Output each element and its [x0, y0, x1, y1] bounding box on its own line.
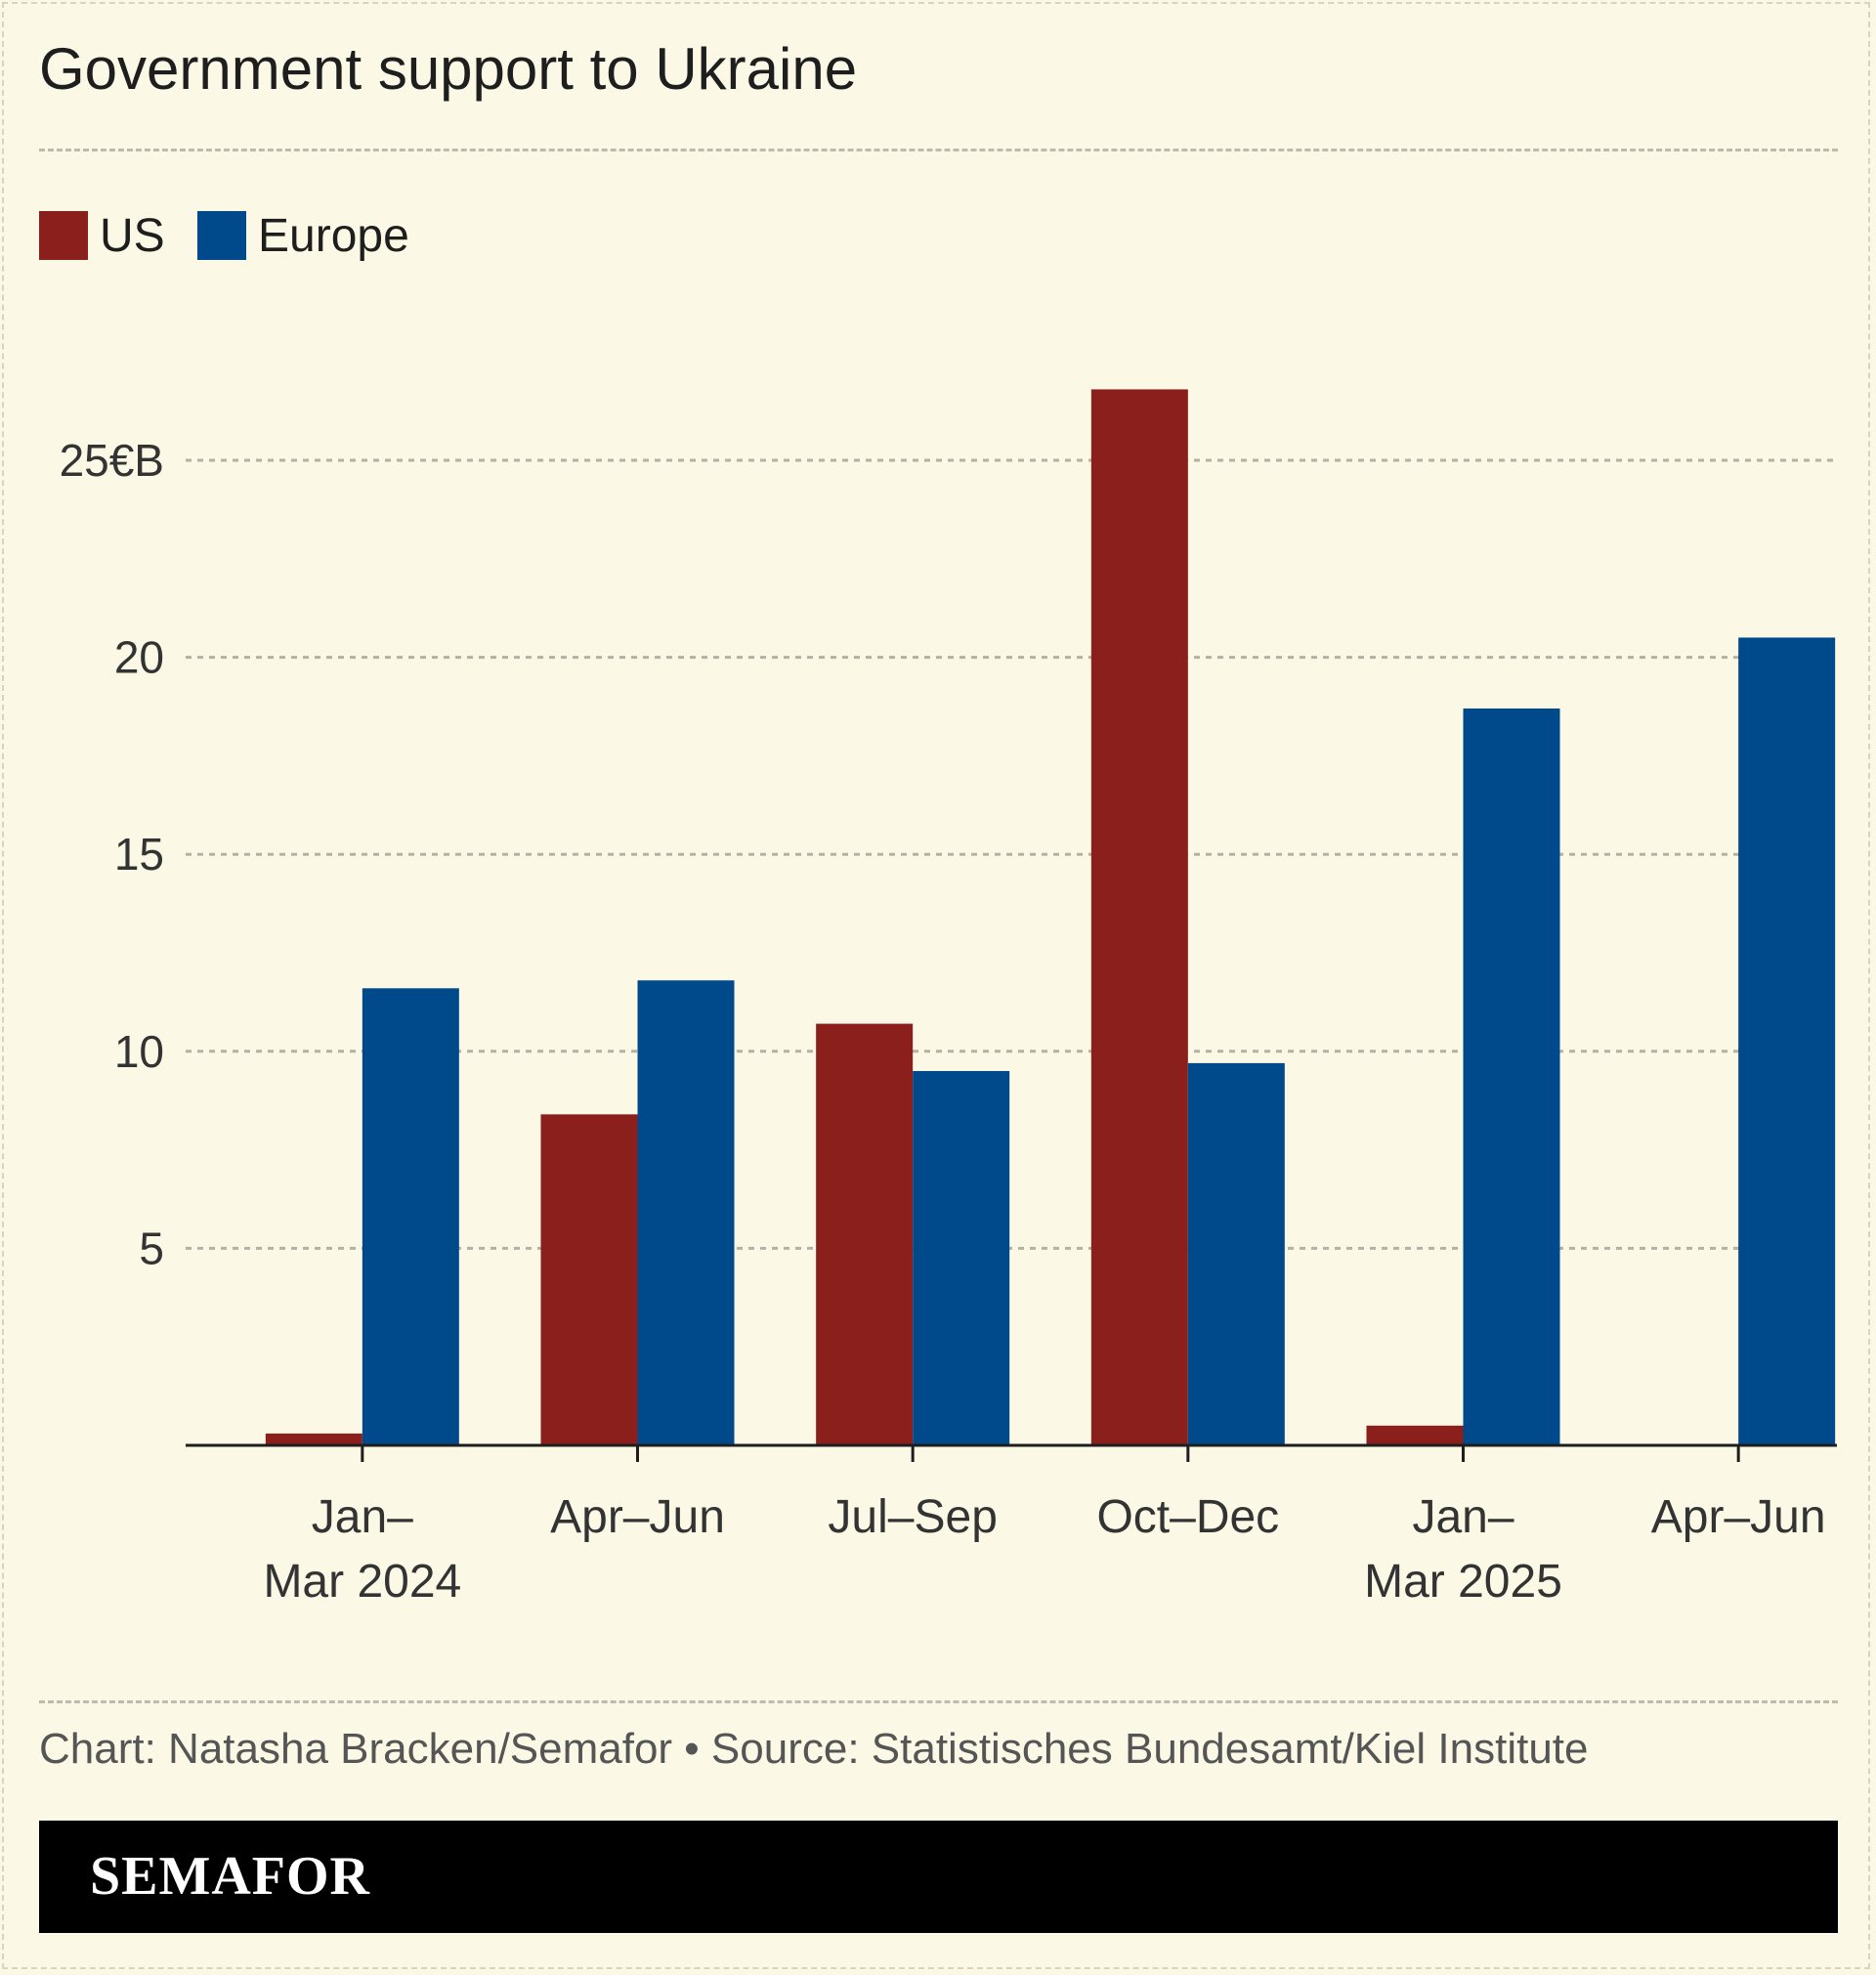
- bar-europe: [913, 1070, 1010, 1445]
- bar-us: [816, 1023, 914, 1445]
- legend-label-us: US: [100, 210, 165, 262]
- bar-us: [265, 1433, 362, 1445]
- x-tick-label-line: Oct–Dec: [1096, 1491, 1279, 1543]
- bar-us: [540, 1114, 638, 1445]
- x-tick-label: Apr–Jun: [550, 1491, 725, 1543]
- brand-bar: SEMAFOR: [39, 1821, 1838, 1933]
- x-tick-label-line: Jan–: [312, 1491, 413, 1543]
- legend-swatch-europe: [197, 211, 246, 260]
- y-tick-label: 20: [114, 632, 164, 683]
- x-tick-label-line: Apr–Jun: [550, 1491, 725, 1543]
- x-tick-label: Jan– Mar 2024: [263, 1491, 461, 1608]
- title-divider: [39, 149, 1838, 151]
- y-tick-label: 25€B: [60, 435, 164, 486]
- bar-europe: [1738, 637, 1836, 1445]
- brand-logo: SEMAFOR: [90, 1846, 370, 1907]
- x-tick-label: Apr–Jun: [1651, 1491, 1826, 1543]
- bar-europe: [637, 980, 735, 1445]
- x-tick-label: Oct–Dec: [1096, 1491, 1279, 1543]
- bar-europe: [1463, 708, 1560, 1445]
- y-tick-label: 5: [139, 1223, 164, 1273]
- chart-title: Government support to Ukraine: [39, 36, 858, 102]
- footer-divider: [39, 1700, 1838, 1703]
- x-tick-label-line: Mar 2025: [1364, 1556, 1562, 1608]
- x-tick-label: Jan– Mar 2025: [1364, 1491, 1562, 1608]
- x-tick-label: Jul–Sep: [828, 1491, 997, 1543]
- legend-label-europe: Europe: [258, 210, 409, 262]
- bar-us: [1090, 389, 1188, 1445]
- y-tick-label: 10: [114, 1026, 164, 1077]
- bar-us: [1366, 1425, 1464, 1445]
- x-tick-label-line: Mar 2024: [263, 1556, 461, 1608]
- bar-chart: 5 10 15 20 25€B Jan– Mar 2024 Apr–Jun Jul–Sep Oct…: [60, 389, 1837, 1608]
- legend-swatch-us: [39, 211, 88, 260]
- x-tick-label-line: Jan–: [1412, 1491, 1514, 1543]
- source-credit: Chart: Natasha Bracken/Semafor • Source:…: [39, 1725, 1589, 1773]
- bar-europe: [1187, 1062, 1285, 1445]
- x-tick-label-line: Jul–Sep: [828, 1491, 997, 1543]
- y-tick-label: 15: [114, 829, 164, 880]
- x-tick-label-line: Apr–Jun: [1651, 1491, 1826, 1543]
- bar-europe: [362, 988, 459, 1445]
